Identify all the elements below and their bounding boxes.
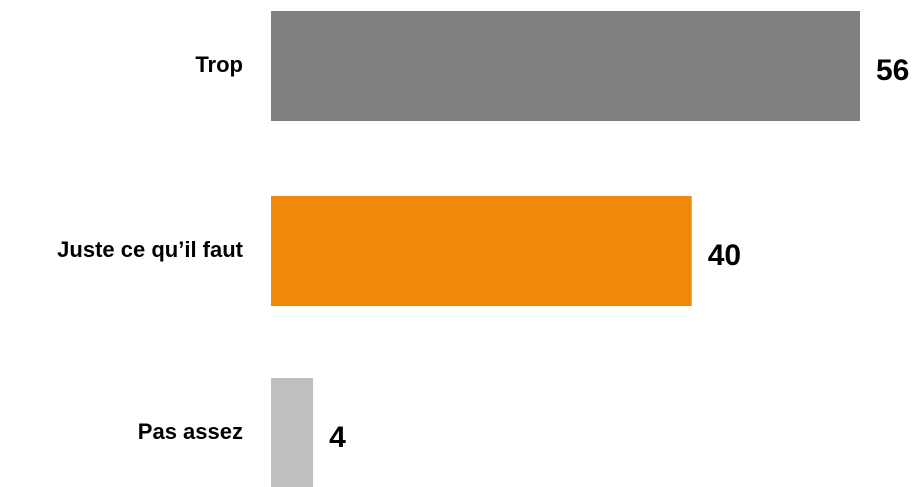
category-label-juste: Juste ce qu’il faut <box>57 237 243 262</box>
category-label-trop: Trop <box>195 52 243 77</box>
category-label-pas-assez: Pas assez <box>138 419 243 444</box>
bar-trop <box>271 11 860 121</box>
bar-juste <box>271 196 692 306</box>
bar-pas-assez <box>271 378 314 487</box>
bars-group <box>271 11 860 487</box>
value-label-trop: 56 <box>876 54 909 87</box>
value-labels-group: 56 40 4 <box>329 54 909 454</box>
value-label-pas-assez: 4 <box>329 421 346 454</box>
value-label-juste: 40 <box>708 239 741 272</box>
category-labels-group: Trop Juste ce qu’il faut Pas assez <box>57 52 243 444</box>
